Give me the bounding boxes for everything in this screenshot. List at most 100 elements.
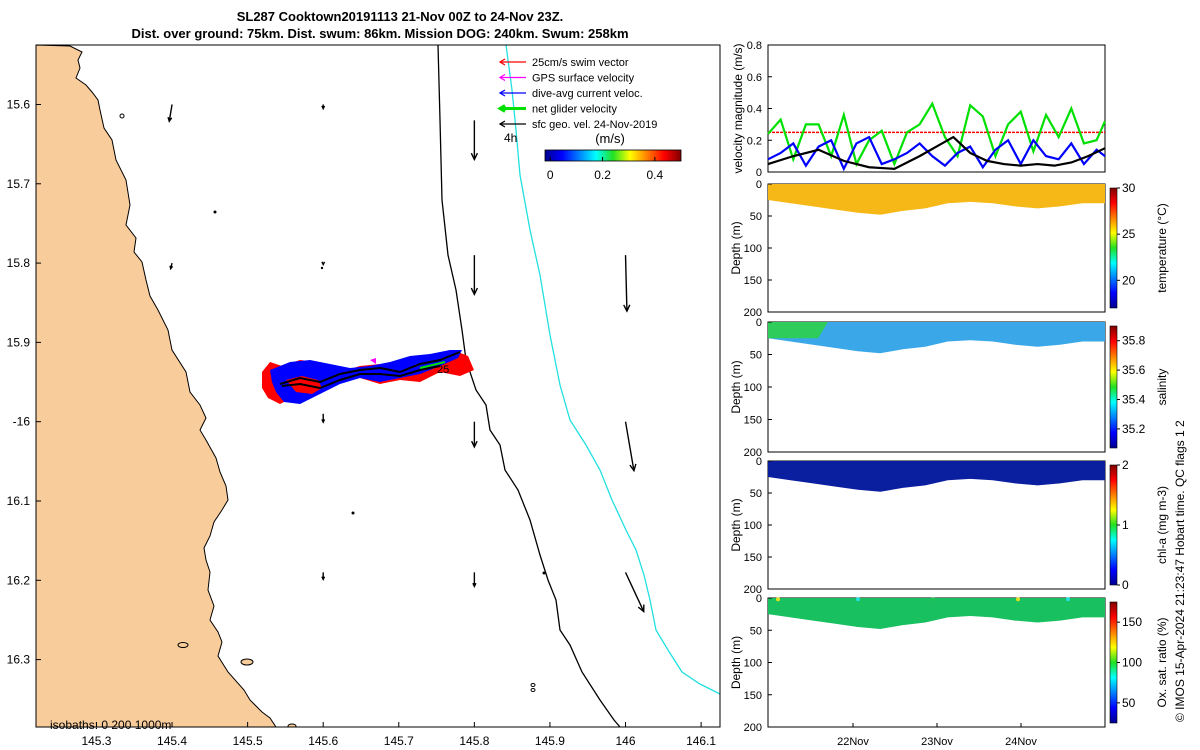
geo-velocity-arrow: [321, 104, 326, 111]
geo-velocity-arrow: [624, 572, 645, 614]
section-data-fill: [768, 461, 1105, 492]
section-panel-1: 0 50 100 150 200 Depth (m) 35.2 35.4 35.6 35.8 sal…: [729, 317, 1169, 459]
sfc-geo-vectors: [167, 104, 645, 614]
credit-text: © IMOS 15-Apr-2024 21:23:47 Hobart time.…: [1173, 420, 1187, 722]
section-colorbar-tick-label: 0: [1122, 578, 1129, 592]
legend-label: net glider velocity: [532, 104, 617, 116]
section-colorbar-tick-label: 50: [1122, 696, 1136, 710]
section-y-tick-label: 0: [756, 456, 762, 468]
geo-velocity-arrow: [624, 421, 637, 473]
section-y-tick-label: 50: [750, 211, 762, 223]
velocity-series-2: [767, 135, 1106, 172]
map-x-tick-label: 145.7: [384, 734, 414, 748]
geo-velocity-arrow: [470, 255, 479, 296]
map-frame: [35, 44, 721, 728]
legend-label: dive-avg current veloc.: [532, 88, 643, 100]
map-y-tick-label: 15.7: [7, 177, 31, 191]
colorbar-tick-label: 0: [547, 168, 554, 182]
section-colorbar-tick-label: 35.8: [1122, 334, 1146, 348]
legend-entry: 25cm/s swim vector: [498, 57, 629, 69]
geo-velocity-arrow: [472, 572, 477, 588]
island: [320, 266, 324, 270]
arrow-head: [470, 287, 479, 296]
arrow-head: [321, 419, 326, 424]
map-y-tick-label: -16: [13, 415, 31, 429]
speed-colorbar-ticks: 0 0.2 0.4: [547, 157, 664, 182]
section-colorbar: [1109, 325, 1118, 449]
map-y-tick-label: 15.9: [7, 335, 31, 349]
section-data-patch: [768, 322, 828, 339]
section-y-tick-label: 100: [744, 243, 762, 255]
section-y-axis-label: Depth (m): [729, 221, 743, 274]
vel-y-axis-label: velocity magnitude (m/s): [731, 43, 745, 173]
vel-y-tick-label: 0: [756, 167, 762, 179]
section-colorbar-label: Ox. sat. ratio (%): [1155, 617, 1169, 707]
section-data-dot: [856, 597, 860, 602]
section-y-tick-label: 200: [744, 307, 762, 319]
arrow-head: [167, 116, 173, 123]
colorbar-tick-label: 0.4: [647, 168, 664, 182]
map-y-tick-label: 16.1: [7, 494, 31, 508]
section-colorbar-tick-label: 100: [1122, 656, 1142, 670]
island: [177, 642, 189, 648]
island: [530, 688, 536, 692]
section-data-fill: [768, 184, 1105, 215]
geo-velocity-arrow: [167, 104, 173, 123]
map-x-tick-label: 145.5: [233, 734, 263, 748]
section-y-axis-label: Depth (m): [729, 498, 743, 551]
arrow-head: [470, 152, 479, 162]
section-x-tick-label: 23Nov: [921, 736, 953, 748]
coastline-land: [36, 45, 277, 727]
section-colorbar-label: chl-a (mg m-3): [1155, 486, 1169, 564]
section-y-tick-label: 100: [744, 520, 762, 532]
section-y-tick-label: 150: [744, 552, 762, 564]
section-panel-0: 0 50 100 150 200 Depth (m) 20 25 30 temperature (…: [729, 179, 1169, 319]
section-x-tick-label: 24Nov: [1005, 736, 1037, 748]
section-y-tick-label: 200: [744, 447, 762, 459]
legend-label: GPS surface velocity: [532, 73, 635, 85]
legend-swatch-head: [498, 73, 506, 82]
section-x-tick-label: 22Nov: [837, 736, 869, 748]
arrow-head: [637, 604, 645, 614]
dive-avg-cloud: [270, 350, 462, 404]
isobath-1000m: [505, 45, 720, 695]
section-colorbar-tick-label: 35.6: [1122, 363, 1146, 377]
speed-colorbar: [544, 149, 682, 162]
map-y-tick-label: 16.3: [7, 653, 31, 667]
arrow-head: [629, 463, 637, 473]
map-x-tick-label: 146.1: [686, 734, 716, 748]
map-x-tick-label: 145.6: [308, 734, 338, 748]
legend-entry: GPS surface velocity: [498, 73, 635, 85]
island: [213, 210, 217, 214]
chart-title: SL287 Cooktown20191113 21-Nov 00Z to 24-…: [237, 9, 564, 24]
section-data-fill: [768, 598, 1105, 629]
legend-swatch-head: [497, 104, 506, 113]
section-colorbar-label: salinity: [1155, 369, 1169, 406]
track-time-label: 4h: [504, 131, 517, 145]
island: [287, 723, 297, 727]
arrow-head: [472, 582, 477, 588]
glider-path: [279, 351, 461, 390]
glider-track: 25: [262, 350, 474, 404]
map-y-tick-label: 15.8: [7, 256, 31, 270]
arrow-head: [321, 576, 326, 581]
legend-label: sfc geo. vel. 24-Nov-2019: [532, 119, 657, 131]
section-colorbar: [1109, 464, 1118, 586]
geo-velocity-arrow: [470, 120, 479, 162]
geo-velocity-arrow: [321, 413, 326, 424]
section-y-axis-label: Depth (m): [729, 636, 743, 689]
section-y-tick-label: 150: [744, 275, 762, 287]
section-y-tick-label: 0: [756, 317, 762, 329]
geo-velocity-arrow: [470, 421, 478, 449]
isobath-200m: [437, 45, 621, 727]
track-point-label: 25: [437, 364, 449, 376]
section-y-tick-label: 0: [756, 593, 762, 605]
section-colorbar: [1109, 601, 1118, 724]
map-y-tick-label: 16.2: [7, 573, 31, 587]
velocity-axes: [767, 44, 1106, 173]
section-colorbar-tick-label: 2: [1122, 458, 1129, 472]
map-y-ticks: 15.6 15.7 15.8 15.9 -16 16.1 16.2 16.3: [7, 97, 41, 667]
legend-entry: dive-avg current veloc.: [498, 88, 643, 100]
arrow-shaft: [624, 572, 645, 612]
net-velocity-line: [419, 361, 446, 369]
